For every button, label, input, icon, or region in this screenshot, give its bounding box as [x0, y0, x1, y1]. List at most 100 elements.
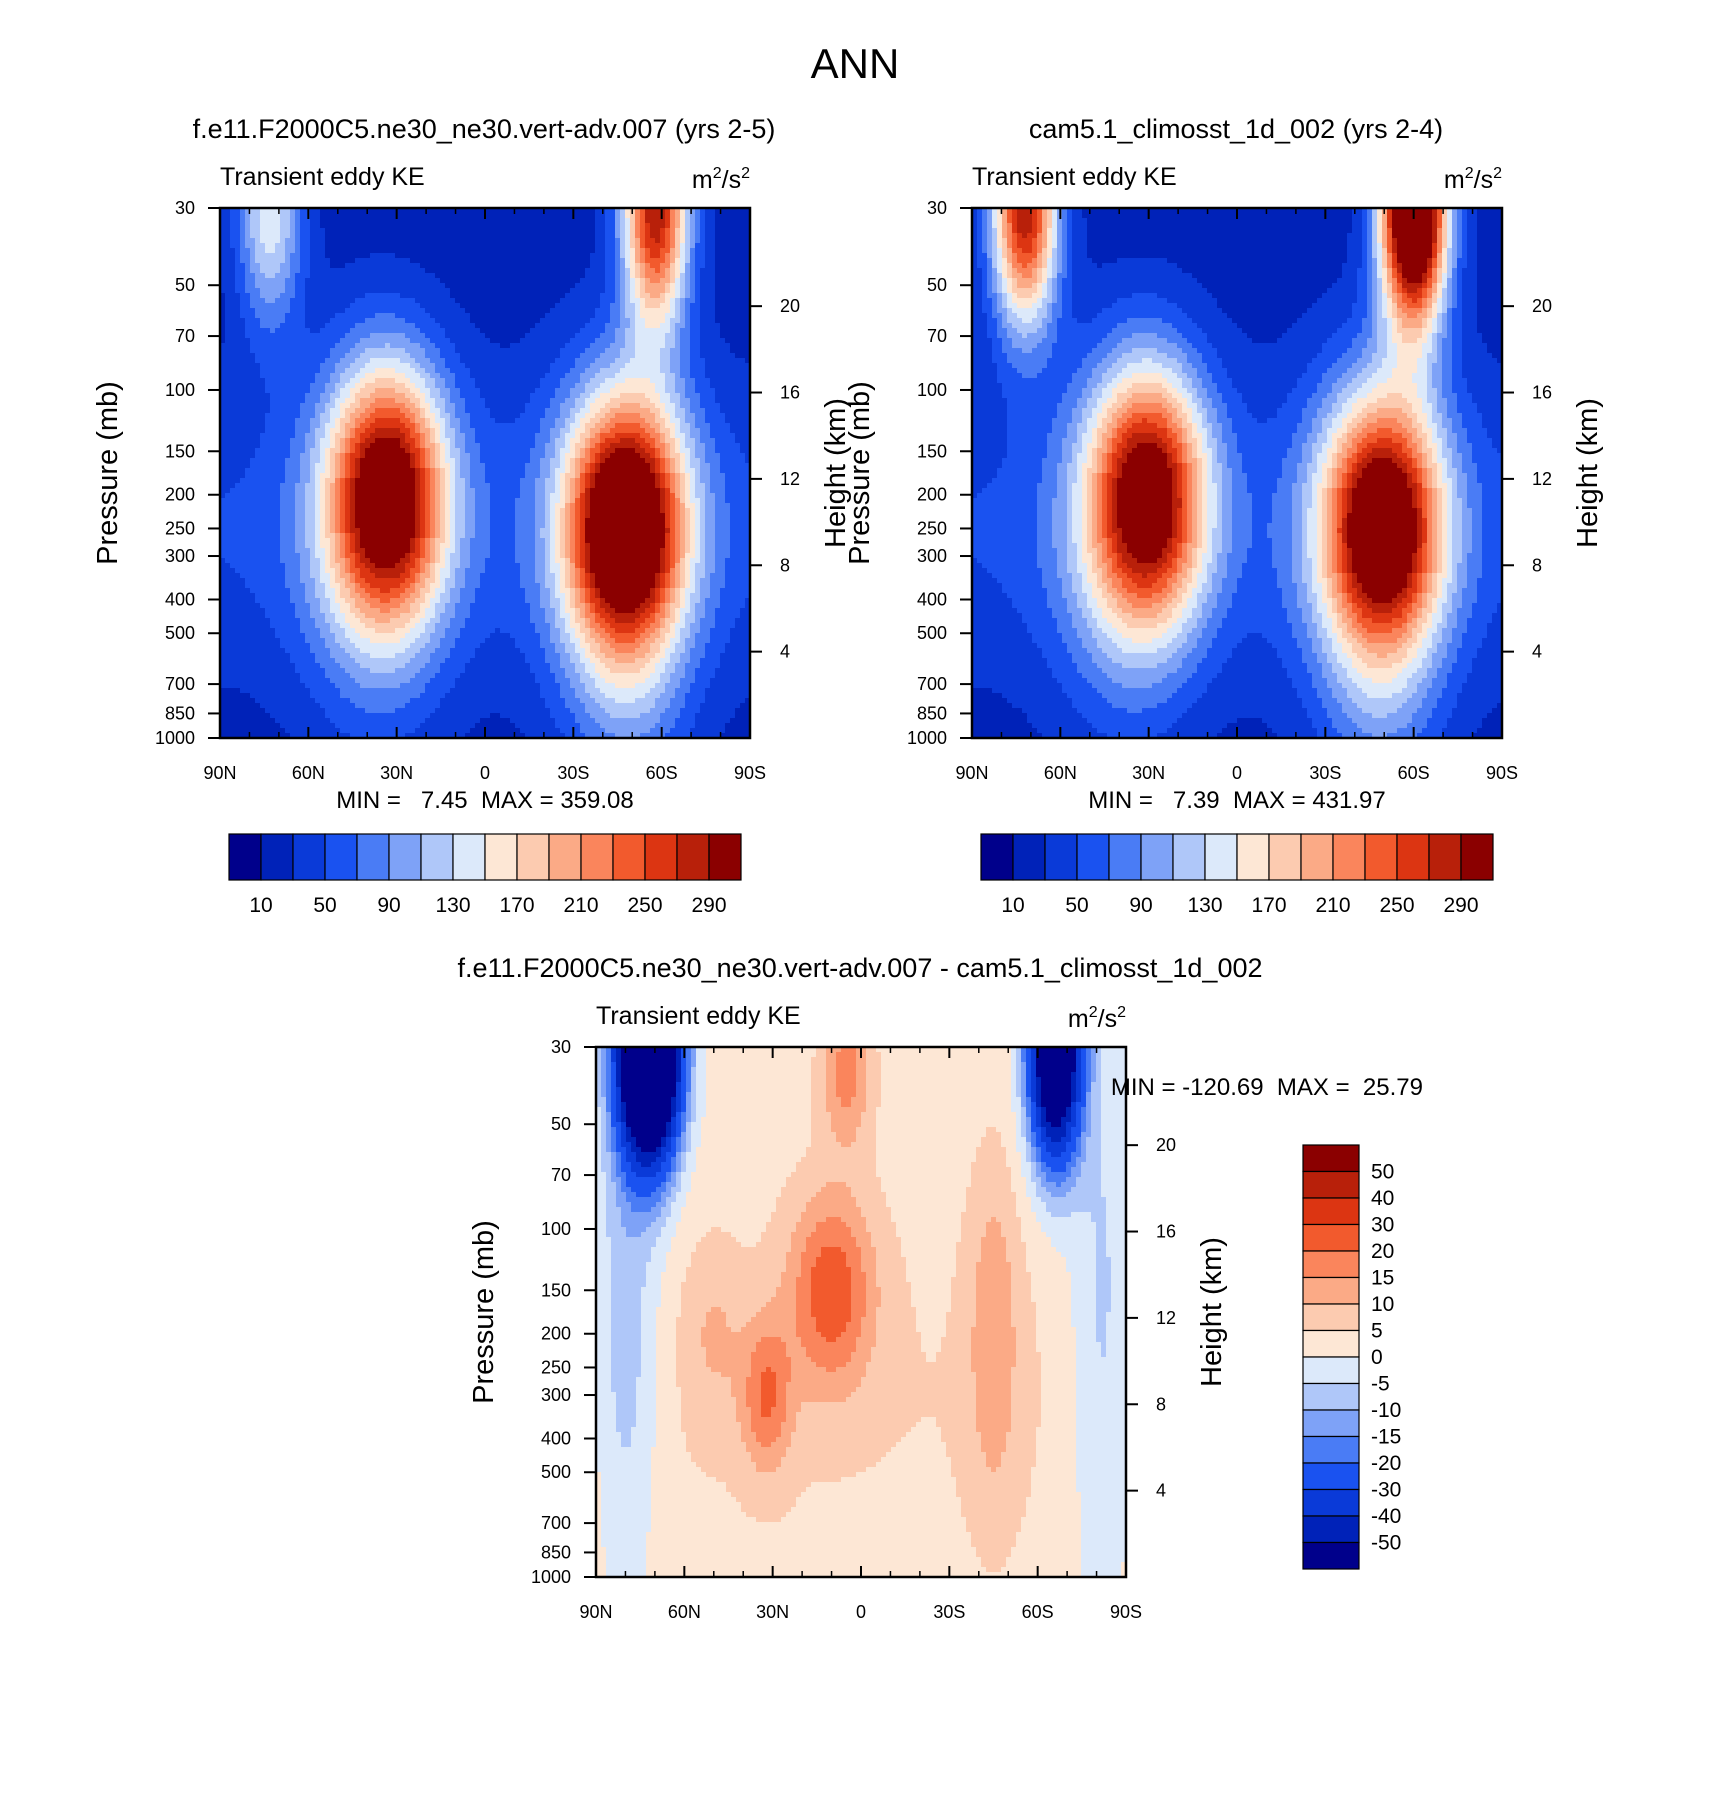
contour-cell: [505, 398, 511, 404]
contour-cell: [565, 288, 571, 294]
contour-cell: [580, 333, 586, 339]
contour-cell: [335, 398, 341, 404]
contour-cell: [605, 353, 611, 359]
contour-cell: [660, 293, 666, 299]
contour-cell: [420, 263, 426, 269]
contour-cell: [355, 393, 361, 399]
contour-cell: [355, 333, 361, 339]
contour-cell: [335, 293, 341, 299]
contour-cell: [710, 428, 716, 434]
contour-cell: [485, 278, 491, 284]
contour-cell: [485, 393, 491, 399]
contour-cell: [535, 388, 541, 394]
contour-cell: [350, 423, 356, 429]
contour-cell: [500, 378, 506, 384]
contour-cell: [225, 238, 231, 244]
contour-cell: [745, 218, 750, 224]
contour-cell: [710, 328, 716, 334]
contour-cell: [355, 283, 361, 289]
contour-cell: [670, 413, 676, 419]
contour-cell: [680, 338, 686, 344]
contour-cell: [635, 373, 641, 379]
contour-cell: [655, 423, 661, 429]
contour-cell: [255, 323, 261, 329]
contour-cell: [535, 258, 541, 264]
contour-cell: [660, 428, 666, 434]
contour-cell: [310, 268, 316, 274]
contour-cell: [685, 303, 691, 309]
contour-cell: [555, 333, 561, 339]
contour-cell: [325, 253, 331, 259]
contour-cell: [425, 353, 431, 359]
contour-cell: [340, 298, 346, 304]
contour-cell: [585, 303, 591, 309]
contour-cell: [235, 218, 241, 224]
contour-cell: [705, 263, 711, 269]
contour-cell: [500, 358, 506, 364]
contour-cell: [690, 218, 696, 224]
contour-cell: [470, 378, 476, 384]
contour-cell: [480, 348, 486, 354]
contour-cell: [330, 208, 336, 214]
contour-cell: [525, 308, 531, 314]
contour-cell: [695, 223, 701, 229]
contour-cell: [240, 373, 246, 379]
contour-cell: [380, 428, 386, 434]
contour-cell: [620, 273, 626, 279]
contour-cell: [285, 233, 291, 239]
contour-cell: [370, 398, 376, 404]
contour-cell: [650, 363, 656, 369]
contour-cell: [715, 423, 721, 429]
contour-cell: [360, 403, 366, 409]
contour-cell: [665, 363, 671, 369]
contour-cell: [275, 418, 281, 424]
contour-cell: [320, 363, 326, 369]
contour-cell: [530, 338, 536, 344]
contour-cell: [660, 288, 666, 294]
contour-cell: [735, 288, 741, 294]
contour-cell: [565, 213, 571, 219]
contour-cell: [485, 243, 491, 249]
contour-cell: [260, 428, 266, 434]
contour-cell: [680, 423, 686, 429]
contour-cell: [725, 323, 731, 329]
contour-cell: [700, 308, 706, 314]
contour-cell: [545, 238, 551, 244]
contour-cell: [745, 293, 750, 299]
contour-cell: [315, 383, 321, 389]
contour-cell: [370, 348, 376, 354]
contour-cell: [250, 283, 256, 289]
contour-cell: [485, 268, 491, 274]
contour-cell: [645, 383, 651, 389]
contour-cell: [410, 223, 416, 229]
contour-cell: [620, 338, 626, 344]
contour-cell: [715, 288, 721, 294]
contour-cell: [720, 268, 726, 274]
contour-cell: [375, 338, 381, 344]
contour-cell: [245, 213, 251, 219]
contour-cell: [455, 408, 461, 414]
contour-cell: [320, 273, 326, 279]
contour-cell: [610, 418, 616, 424]
contour-cell: [340, 408, 346, 414]
contour-cell: [505, 328, 511, 334]
contour-cell: [425, 278, 431, 284]
contour-cell: [410, 388, 416, 394]
contour-cell: [230, 348, 236, 354]
contour-cell: [480, 293, 486, 299]
contour-cell: [390, 423, 396, 429]
contour-cell: [550, 243, 556, 249]
contour-cell: [585, 423, 591, 429]
contour-cell: [440, 333, 446, 339]
contour-cell: [445, 258, 451, 264]
contour-cell: [260, 268, 266, 274]
contour-cell: [465, 338, 471, 344]
contour-cell: [560, 353, 566, 359]
contour-cell: [530, 288, 536, 294]
contour-cell: [295, 318, 301, 324]
contour-cell: [405, 363, 411, 369]
contour-cell: [425, 243, 431, 249]
contour-cell: [585, 253, 591, 259]
contour-cell: [605, 338, 611, 344]
contour-cell: [335, 323, 341, 329]
